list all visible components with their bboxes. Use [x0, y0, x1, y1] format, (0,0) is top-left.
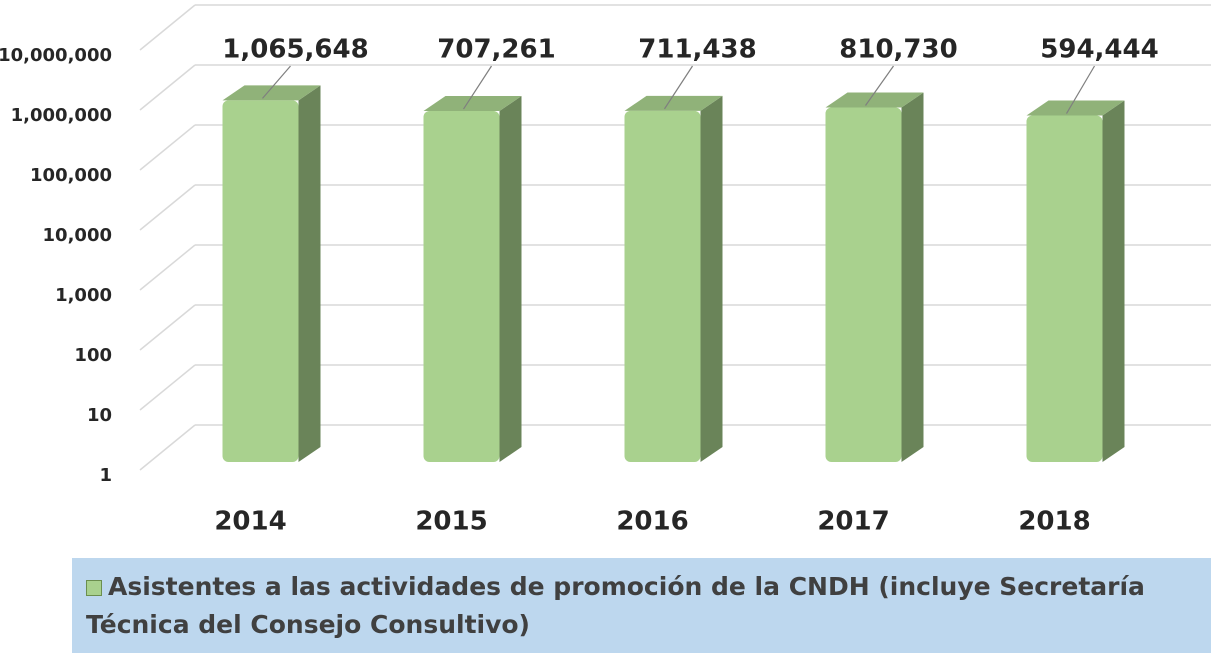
bar-top: [825, 92, 924, 108]
bar: [423, 111, 500, 463]
y-tick-label: 10,000,000: [0, 45, 112, 66]
grid-line: [139, 4, 196, 51]
data-label: 711,438: [638, 35, 756, 65]
data-label: 594,444: [1040, 35, 1158, 65]
legend: Asistentes a las actividades de promoció…: [72, 558, 1211, 653]
data-label: 707,261: [437, 35, 555, 65]
leader-line: [1065, 65, 1096, 114]
x-tick-label: 2018: [1018, 507, 1090, 537]
bar-top: [423, 96, 522, 112]
grid-line: [139, 124, 196, 171]
legend-key: [86, 580, 102, 596]
leader-line: [462, 65, 493, 110]
bar-side: [901, 92, 924, 463]
y-tick-label: 10: [87, 405, 112, 426]
grid-line: [139, 184, 196, 231]
grid-line: [139, 244, 196, 291]
grid-line: [139, 364, 196, 411]
bar: [624, 110, 701, 463]
bar-top: [624, 95, 723, 111]
y-tick-label: 1: [99, 465, 112, 486]
leader-line: [262, 65, 291, 99]
y-tick-label: 1,000,000: [11, 105, 112, 126]
bar-side: [1102, 100, 1125, 462]
bar: [825, 107, 902, 463]
leader-line: [865, 65, 894, 106]
y-tick-label: 10,000: [43, 225, 112, 246]
leader-line: [663, 65, 694, 110]
x-tick-label: 2016: [616, 507, 688, 537]
x-tick-label: 2015: [415, 507, 487, 537]
x-tick-label: 2017: [817, 507, 889, 537]
grid-line: [139, 424, 196, 471]
legend-label: Asistentes a las actividades de promoció…: [86, 572, 1145, 639]
bar: [1026, 115, 1103, 462]
grid-line: [139, 64, 196, 111]
data-label: 1,065,648: [222, 35, 368, 65]
bar-top: [1026, 100, 1125, 116]
y-tick-label: 100: [74, 345, 112, 366]
bar-top: [222, 85, 321, 101]
grid-line: [139, 304, 196, 351]
y-tick-label: 1,000: [55, 285, 112, 306]
bar: [222, 100, 299, 462]
y-tick-label: 100,000: [30, 165, 112, 186]
bar-side: [499, 96, 522, 463]
bar-side: [298, 85, 321, 462]
x-tick-label: 2014: [214, 507, 286, 537]
data-label: 810,730: [839, 35, 957, 65]
chart: 1 10 100 1,000 10,000 100,000 1,000,000 10,000,…: [0, 4, 1211, 537]
bar-side: [700, 95, 723, 463]
